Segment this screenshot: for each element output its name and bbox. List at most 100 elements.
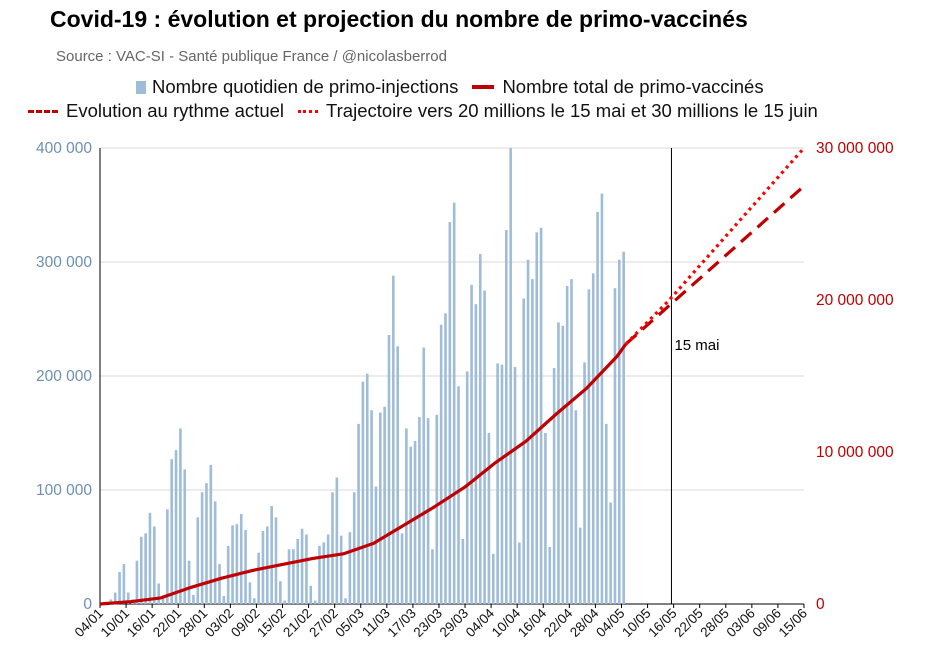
- daily-bar: [618, 259, 621, 604]
- daily-bar: [300, 528, 304, 604]
- x-axis-tick-label: 03/06: [723, 606, 758, 641]
- daily-bar: [148, 512, 152, 604]
- daily-bar: [187, 560, 191, 604]
- daily-bar: [218, 564, 221, 604]
- daily-bar: [209, 464, 213, 604]
- daily-bar: [422, 347, 426, 604]
- x-axis-tick-label: 28/05: [697, 606, 732, 641]
- total-vaccinated-line: [99, 343, 628, 606]
- daily-bar: [357, 423, 360, 604]
- daily-bar: [348, 532, 352, 604]
- daily-bar: [374, 486, 378, 604]
- legend-item-total: Nombre total de primo-vaccinés: [472, 76, 764, 98]
- left-axis-tick-label: 100 000: [36, 482, 92, 499]
- daily-bar: [313, 600, 317, 604]
- daily-bar: [418, 417, 421, 604]
- daily-bar: [604, 423, 608, 604]
- x-axis-tick-label: 04/05: [593, 606, 628, 641]
- daily-bar: [539, 227, 543, 605]
- daily-bar: [344, 598, 347, 604]
- daily-bar: [383, 406, 386, 604]
- daily-bar: [235, 524, 239, 604]
- daily-bar: [200, 492, 204, 604]
- daily-bar: [157, 583, 160, 604]
- daily-bar: [396, 346, 399, 604]
- daily-bar: [400, 533, 404, 604]
- right-axis-tick-label: 10 000 000: [816, 444, 894, 461]
- left-axis-tick-label: 300 000: [36, 254, 92, 271]
- daily-bar: [213, 501, 217, 604]
- x-axis-tick-label: 10/04: [489, 605, 524, 640]
- legend-label-daily: Nombre quotidien de primo-injections: [152, 76, 459, 97]
- daily-bar: [378, 412, 382, 604]
- daily-bar: [496, 363, 499, 604]
- daily-bar: [309, 585, 313, 604]
- daily-bar: [244, 529, 247, 604]
- legend-item-trajectory: Trajectoire vers 20 millions le 15 mai e…: [298, 100, 818, 122]
- right-axis-tick-label: 20 000 000: [816, 292, 894, 309]
- x-axis-tick-label: 10/01: [98, 606, 133, 641]
- daily-bar: [526, 259, 530, 604]
- daily-bar: [231, 525, 234, 604]
- x-axis-tick-label: 22/01: [150, 606, 185, 641]
- x-axis-tick-label: 15/02: [254, 606, 289, 641]
- x-axis-tick-label: 09/06: [750, 606, 785, 641]
- daily-bar: [474, 304, 478, 604]
- daily-bar: [266, 526, 269, 604]
- x-axis-tick-label: 17/03: [385, 606, 420, 641]
- x-axis-tick-label: 11/03: [359, 606, 393, 640]
- daily-bar: [139, 536, 143, 604]
- daily-bar: [513, 366, 517, 604]
- daily-bar: [622, 251, 625, 605]
- daily-bar: [192, 594, 195, 604]
- daily-bar: [153, 526, 156, 604]
- daily-bar: [548, 547, 552, 604]
- daily-bar: [500, 364, 504, 604]
- daily-bar: [283, 600, 286, 604]
- daily-bar: [574, 410, 578, 604]
- chart-subtitle: Source : VAC-SI - Santé publique France …: [56, 48, 447, 65]
- daily-bar: [583, 362, 586, 604]
- daily-bar: [222, 596, 226, 604]
- daily-bar: [170, 459, 174, 604]
- daily-bar: [335, 477, 339, 604]
- x-axis-tick-label: 23/03: [411, 606, 446, 641]
- x-axis-tick-label: 03/02: [202, 606, 237, 641]
- daily-bar: [444, 313, 447, 604]
- daily-bar: [387, 334, 391, 604]
- daily-bar: [279, 581, 282, 604]
- legend-label-total: Nombre total de primo-vaccinés: [502, 76, 764, 97]
- daily-bar: [557, 322, 560, 604]
- legend-dot-swatch: [298, 109, 319, 113]
- daily-bar: [578, 527, 582, 604]
- right-axis-tick-label: 30 000 000: [816, 140, 894, 157]
- x-axis-tick-label: 28/01: [176, 606, 211, 641]
- legend-line-swatch: [472, 85, 495, 89]
- daily-bar: [565, 285, 569, 604]
- daily-bar: [439, 324, 443, 604]
- daily-bar: [522, 298, 526, 604]
- daily-bar: [409, 446, 413, 604]
- daily-bar: [161, 597, 165, 604]
- legend-item-daily: Nombre quotidien de primo-injections: [136, 76, 458, 98]
- daily-bar: [339, 535, 343, 604]
- daily-bar: [305, 534, 308, 604]
- daily-bar: [491, 553, 495, 604]
- left-axis-tick-label: 0: [83, 596, 92, 613]
- x-axis-tick-label: 16/05: [645, 606, 680, 641]
- daily-bar: [118, 572, 121, 604]
- x-axis-tick-label: 05/03: [332, 606, 367, 641]
- legend-item-current-pace: Evolution au rythme actuel: [28, 100, 284, 122]
- projection-trajectory-line: [624, 146, 806, 346]
- x-axis-tick-label: 09/02: [228, 606, 263, 641]
- daily-bar: [179, 428, 182, 604]
- x-axis-tick-label: 22/04: [541, 605, 576, 640]
- legend-label-trajectory: Trajectoire vers 20 millions le 15 mai e…: [326, 100, 818, 121]
- daily-bar: [361, 381, 365, 604]
- daily-bar: [270, 505, 273, 604]
- daily-bar: [174, 450, 178, 604]
- left-axis-tick-label: 200 000: [36, 368, 92, 385]
- x-axis-tick-label: 29/03: [437, 606, 472, 641]
- legend-row-1: Nombre quotidien de primo-injections Nom…: [136, 76, 778, 98]
